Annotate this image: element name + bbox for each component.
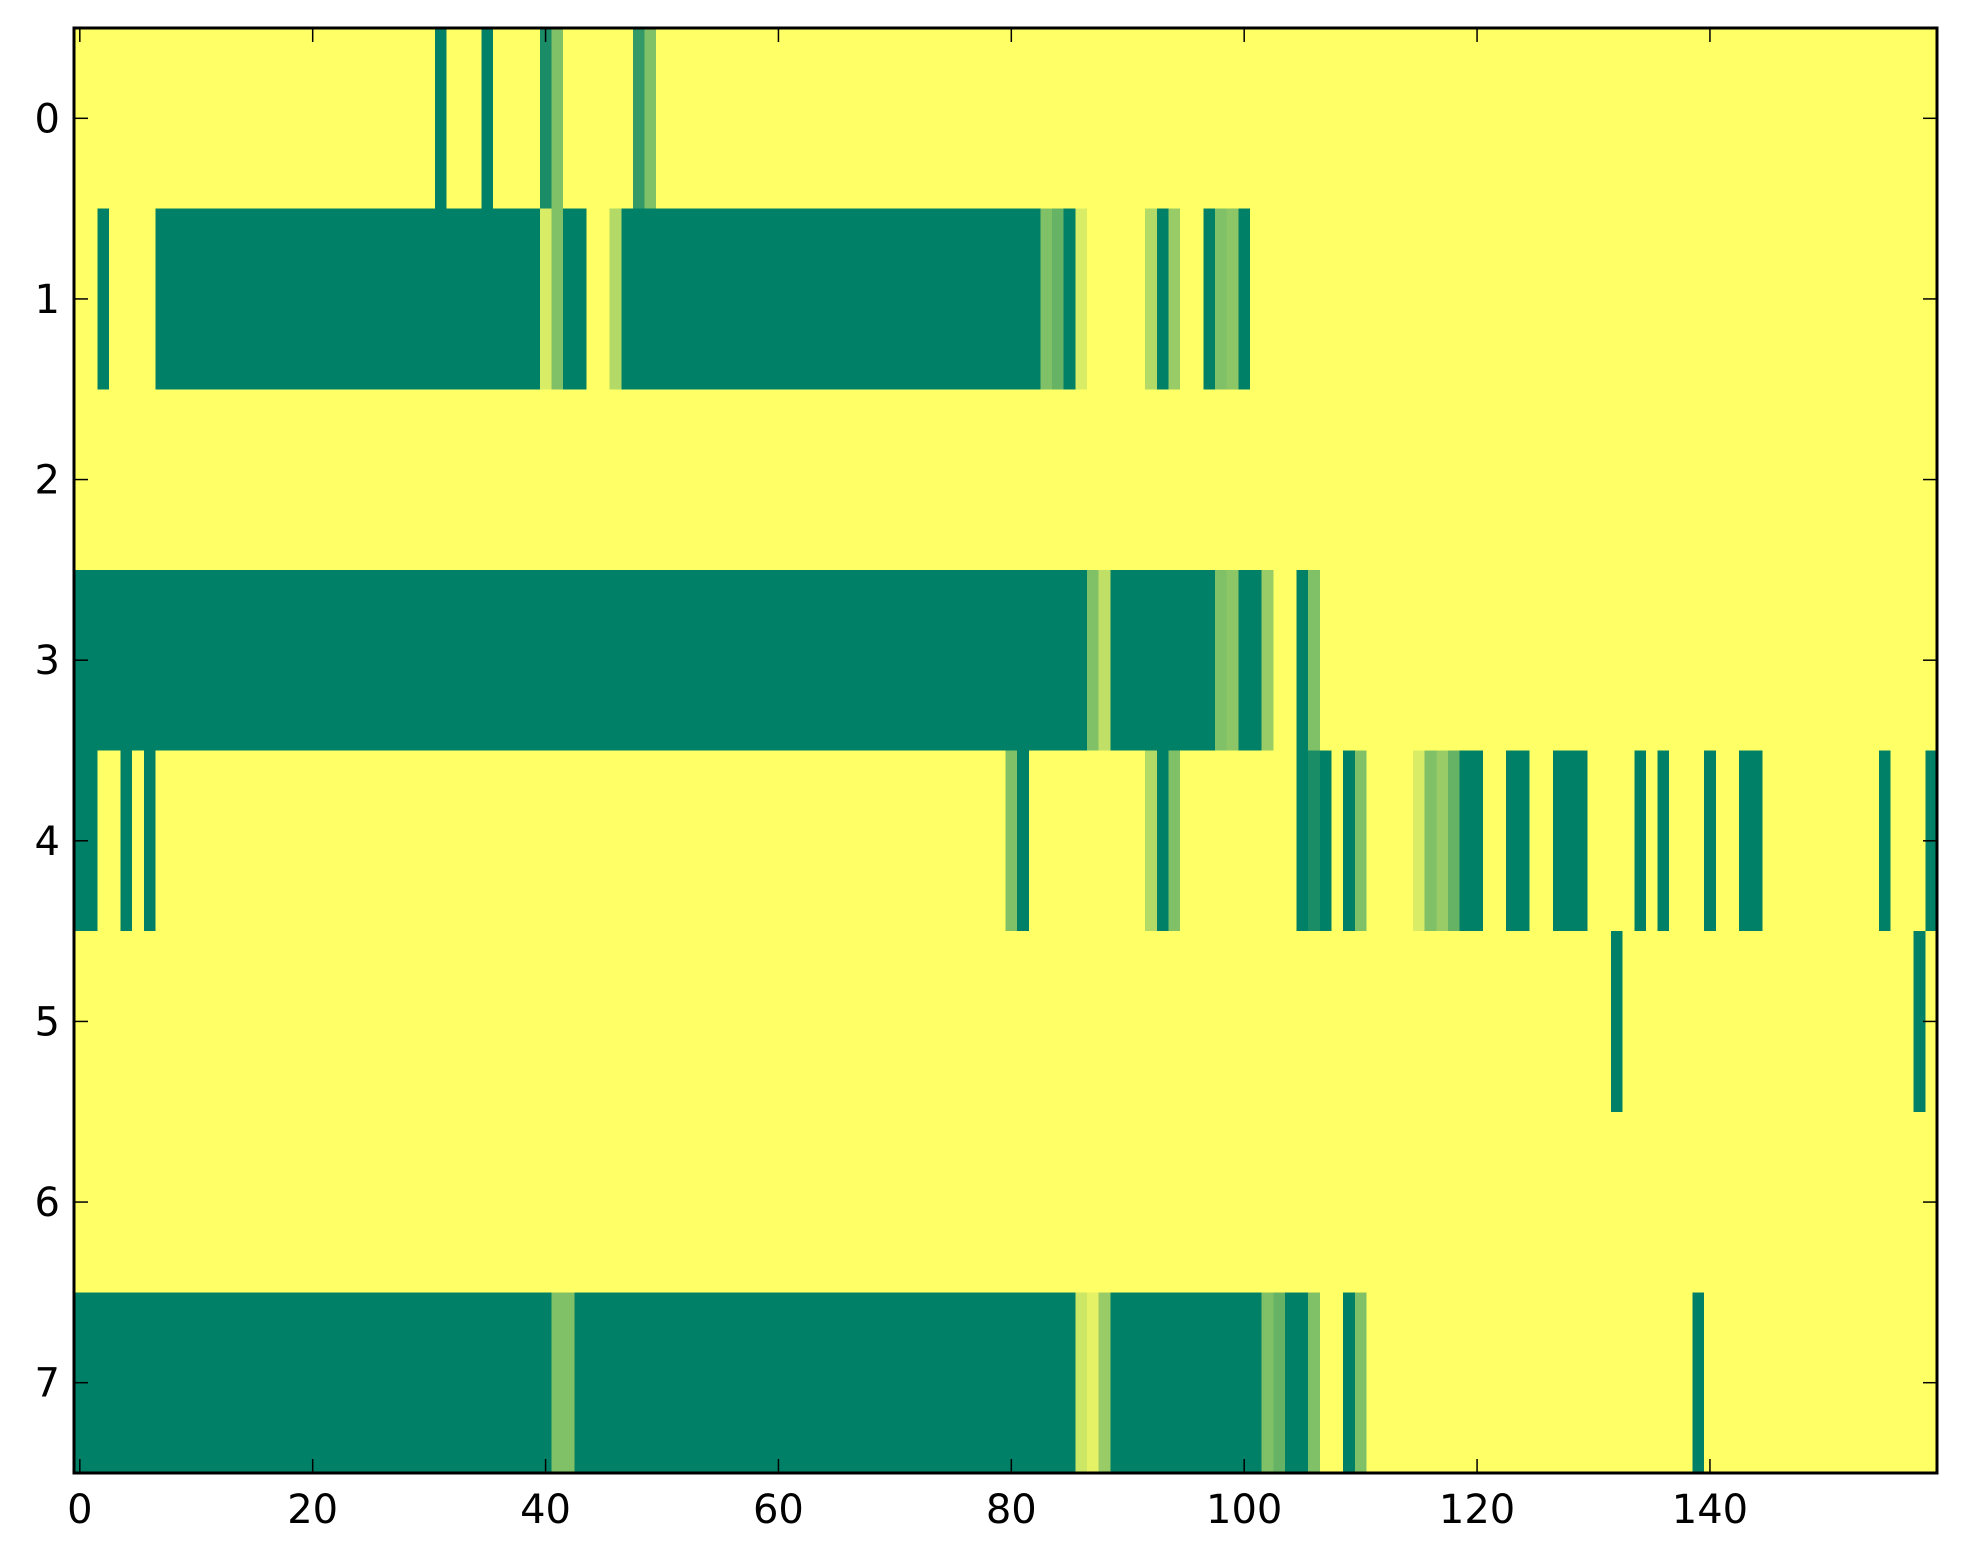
heatmap-cell-row-7-col-87-87 xyxy=(1087,1292,1099,1474)
y-tick-label: 0 xyxy=(35,96,60,142)
y-tick-label: 3 xyxy=(35,638,60,684)
heatmap-cell-row-1-col-84-84 xyxy=(1052,208,1064,390)
heatmap-cell-row-4-col-81-81 xyxy=(1017,750,1029,932)
heatmap-cell-row-7-col-0-40 xyxy=(74,1292,552,1474)
heatmap-cell-row-7-col-110-110 xyxy=(1354,1292,1367,1474)
heatmap-cell-row-0-col-40-40 xyxy=(539,28,552,209)
heatmap-cell-row-3-col-102-102 xyxy=(1261,569,1274,751)
heatmap-cell-row-4-col-155-155 xyxy=(1878,750,1891,932)
heatmap-cell-row-7-col-43-85 xyxy=(574,1292,1076,1474)
y-tick-label: 2 xyxy=(35,458,60,504)
heatmap-cell-row-4-col-4-4 xyxy=(120,750,133,932)
heatmap-cell-row-5-col-132-132 xyxy=(1610,931,1623,1112)
heatmap-cell-row-1-col-86-86 xyxy=(1075,208,1087,390)
heatmap-cell-row-1-col-46-46 xyxy=(609,208,622,390)
heatmap-cell-row-1-col-41-41 xyxy=(551,208,564,390)
heatmap-cell-row-4-col-140-140 xyxy=(1704,750,1716,932)
heatmap-cells xyxy=(74,28,1937,1474)
heatmap-cell-row-7-col-139-139 xyxy=(1692,1292,1705,1474)
heatmap-cell-row-7-col-41-42 xyxy=(551,1292,575,1474)
heatmap-cell-row-4-col-92-92 xyxy=(1145,750,1157,932)
y-tick-label: 1 xyxy=(35,277,60,323)
heatmap-cell-row-1-col-85-85 xyxy=(1063,208,1076,390)
axis-ticks xyxy=(74,28,1937,1473)
heatmap-cell-row-3-col-105-105 xyxy=(1296,569,1309,751)
heatmap-cell-row-4-col-136-136 xyxy=(1657,750,1670,932)
heatmap-cell-row-4-col-110-110 xyxy=(1354,750,1367,932)
x-tick-label: 0 xyxy=(67,1487,92,1533)
heatmap-cell-row-7-col-103-103 xyxy=(1273,1292,1285,1474)
heatmap-cell-row-7-col-102-102 xyxy=(1261,1292,1274,1474)
heatmap-cell-row-0-col-49-49 xyxy=(644,28,657,209)
x-tick-label: 100 xyxy=(1206,1487,1282,1533)
heatmap-cell-row-4-col-109-109 xyxy=(1343,750,1355,932)
heatmap-cell-row-3-col-88-88 xyxy=(1098,569,1111,751)
heatmap-cell-row-3-col-106-106 xyxy=(1308,569,1320,751)
heatmap-cell-row-0-col-48-48 xyxy=(632,28,645,209)
heatmap-cell-row-4-col-6-6 xyxy=(143,750,156,932)
heatmap-cell-row-4-col-143-144 xyxy=(1739,750,1763,932)
x-tick-label: 140 xyxy=(1672,1487,1748,1533)
x-tick-label: 40 xyxy=(520,1487,571,1533)
heatmap-cell-row-7-col-106-106 xyxy=(1308,1292,1320,1474)
heatmap-cell-row-4-col-93-93 xyxy=(1156,750,1169,932)
x-tick-label: 60 xyxy=(753,1487,804,1533)
x-axis-tick-labels: 0 20 40 60 80 100 120 140 xyxy=(67,1487,1748,1533)
heatmap-cell-row-1-col-47-82 xyxy=(621,208,1041,390)
y-tick-label: 6 xyxy=(35,1180,60,1226)
heatmap-cell-row-0-col-31-31 xyxy=(434,28,447,209)
heatmap-cell-row-3-col-89-97 xyxy=(1110,569,1216,751)
heatmap-cell-row-7-col-89-101 xyxy=(1110,1292,1262,1474)
axis-frame xyxy=(72,26,1939,1475)
heatmap-cell-row-4-col-116-116 xyxy=(1424,750,1437,932)
heatmap-cell-row-3-col-98-98 xyxy=(1215,569,1227,751)
heatmap-cell-row-4-col-80-80 xyxy=(1005,750,1018,932)
heatmap-cell-row-1-col-98-98 xyxy=(1215,208,1227,390)
y-tick-label: 4 xyxy=(35,819,60,865)
heatmap-cell-row-4-col-107-107 xyxy=(1319,750,1332,932)
heatmap-cell-row-1-col-42-43 xyxy=(563,208,587,390)
x-tick-label: 20 xyxy=(287,1487,338,1533)
heatmap-cell-row-5-col-158-158 xyxy=(1913,931,1926,1112)
heatmap-cell-row-3-col-87-87 xyxy=(1087,569,1099,751)
heatmap-cell-row-1-col-40-40 xyxy=(539,208,552,390)
heatmap-cell-row-1-col-97-97 xyxy=(1203,208,1216,390)
heatmap-cell-row-0-col-35-35 xyxy=(481,28,494,209)
heatmap-cell-row-7-col-104-105 xyxy=(1284,1292,1309,1474)
heatmap-cell-row-1-col-93-93 xyxy=(1156,208,1169,390)
x-tick-label: 80 xyxy=(986,1487,1037,1533)
heatmap-cell-row-3-col-100-101 xyxy=(1238,569,1262,751)
heatmap-cell-row-0-col-41-41 xyxy=(551,28,564,209)
heatmap-cell-row-4-col-119-120 xyxy=(1459,750,1483,932)
x-tick-label: 120 xyxy=(1439,1487,1515,1533)
heatmap-cell-row-4-col-115-115 xyxy=(1413,750,1425,932)
y-tick-label: 7 xyxy=(35,1361,60,1407)
heatmap-cell-row-4-col-106-106 xyxy=(1308,750,1320,932)
heatmap-cell-row-4-col-134-134 xyxy=(1634,750,1646,932)
heatmap-cell-row-4-col-105-105 xyxy=(1296,750,1309,932)
y-tick-label: 5 xyxy=(35,999,60,1045)
y-axis-tick-labels: 0 1 2 3 4 5 6 7 xyxy=(35,96,60,1406)
heatmap-cell-row-7-col-86-86 xyxy=(1075,1292,1087,1474)
heatmap-cell-row-4-col-94-94 xyxy=(1168,750,1181,932)
heatmap-cell-row-3-col-99-99 xyxy=(1226,569,1239,751)
heatmap-cell-row-3-col-0-86 xyxy=(74,569,1088,751)
heatmap-cell-row-4-col-118-118 xyxy=(1447,750,1460,932)
heatmap-cell-row-1-col-83-83 xyxy=(1040,208,1053,390)
heatmap-cell-row-1-col-92-92 xyxy=(1145,208,1157,390)
heatmap-cell-row-4-col-123-124 xyxy=(1506,750,1530,932)
heatmap-cell-row-1-col-7-39 xyxy=(155,208,540,390)
heatmap-cell-row-4-col-117-117 xyxy=(1436,750,1448,932)
heatmap-cell-row-1-col-99-99 xyxy=(1226,208,1239,390)
heatmap-cell-row-7-col-88-88 xyxy=(1098,1292,1111,1474)
heatmap-cell-row-7-col-109-109 xyxy=(1343,1292,1355,1474)
heatmap-cell-row-1-col-94-94 xyxy=(1168,208,1181,390)
heatmap-cell-row-4-col-127-129 xyxy=(1552,750,1588,932)
heatmap-cell-row-1-col-2-2 xyxy=(97,208,109,390)
heatmap-cell-row-1-col-100-100 xyxy=(1238,208,1251,390)
